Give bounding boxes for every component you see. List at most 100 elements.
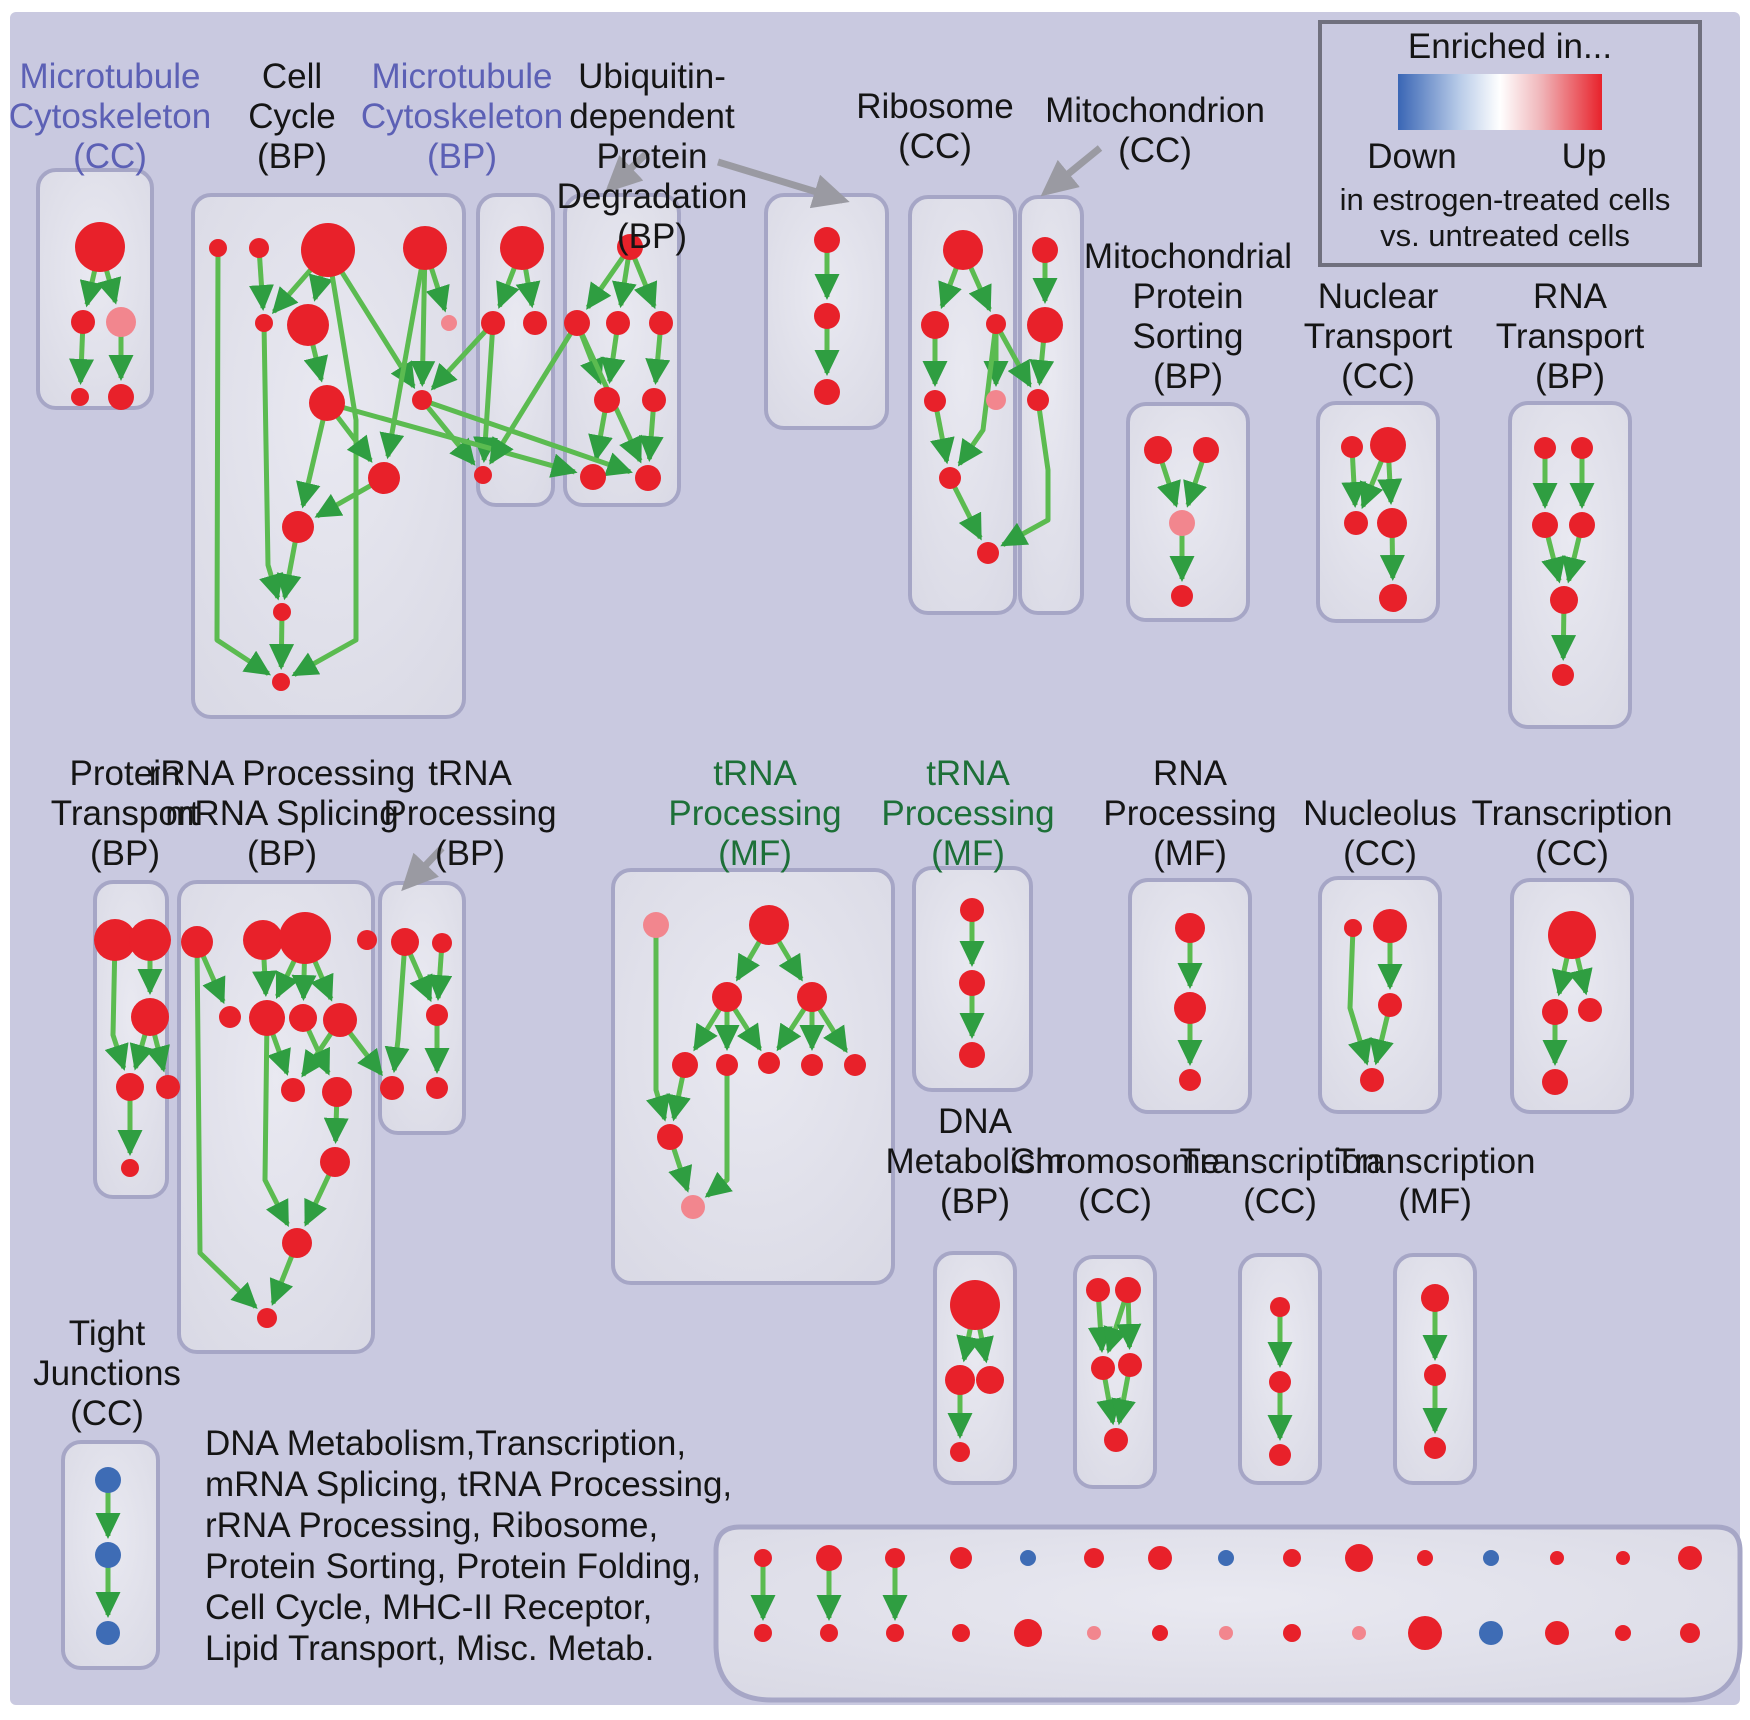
- go-term-node-transcription-cc-mid-3: [1542, 1069, 1568, 1095]
- label-trna-processing-bp-line-1: Processing: [383, 794, 556, 833]
- go-term-node-trna-processing-mf-large-4: [672, 1052, 698, 1078]
- go-term-node-cell-cycle-bp-9: [368, 462, 400, 494]
- cross-edge-4: [488, 321, 580, 465]
- label-transcription-mf-line-1: (MF): [1398, 1182, 1472, 1221]
- pointer-ubiquitin-left: [604, 149, 651, 193]
- go-term-node-rrna-processing-mrna-splicing-bp-7: [323, 1003, 357, 1037]
- go-term-node-trna-processing-mf-large-2: [712, 982, 742, 1012]
- edge-cell-cycle-bp-5: [291, 249, 359, 677]
- edge-rrna-processing-mrna-splicing-bp-1: [194, 941, 258, 1309]
- go-term-node-transcription-cc-mid-0: [1548, 911, 1596, 959]
- go-term-node-dna-metabolism-bp-2: [976, 1366, 1004, 1394]
- go-term-node-strip-bottom-14: [1680, 1623, 1700, 1643]
- legend: Enriched in... Down Up in estrogen-treated …: [1318, 20, 1702, 267]
- go-term-node-ubiquitin-degradation-bp-1-4: [594, 387, 620, 413]
- edge-cell-cycle-bp-1: [248, 247, 274, 312]
- go-term-node-strip-top-7: [1218, 1550, 1234, 1566]
- go-term-node-rrna-processing-mrna-splicing-bp-2: [279, 912, 331, 964]
- go-term-node-trna-processing-mf-large-6: [758, 1052, 780, 1074]
- go-term-node-ubiquitin-degradation-bp-2-2: [814, 379, 840, 405]
- go-term-node-cell-cycle-bp-11: [273, 603, 291, 621]
- go-term-node-trna-processing-mf-small-0: [960, 898, 984, 922]
- go-term-node-trna-processing-bp-0: [391, 928, 419, 956]
- go-term-node-strip-top-11: [1483, 1550, 1499, 1566]
- go-term-node-trna-processing-bp-4: [426, 1077, 448, 1099]
- go-term-node-strip-bottom-10: [1408, 1616, 1442, 1650]
- go-term-node-trna-processing-mf-large-7: [801, 1054, 823, 1076]
- label-trna-processing-mf-2-line-2: (MF): [931, 834, 1005, 873]
- label-mitochondrial-protein-sorting-bp-line-3: (BP): [1153, 357, 1223, 396]
- label-dna-metabolism-bp-line-2: (BP): [940, 1182, 1010, 1221]
- go-term-node-strip-bottom-5: [1087, 1626, 1101, 1640]
- go-term-node-tight-junctions-cc-2: [96, 1621, 120, 1645]
- label-protein-transport-bp-line-0: Protein: [70, 754, 181, 793]
- label-microtubule-cytoskeleton-cc-line-0: Microtubule: [20, 57, 201, 96]
- label-rrna-processing-mrna-splicing-bp-line-0: rRNA Processing: [149, 754, 415, 793]
- label-dna-metabolism-bp-line-0: DNA: [938, 1102, 1013, 1141]
- label-microtubule-cytoskeleton-bp-line-2: (BP): [427, 137, 497, 176]
- go-term-node-nucleolus-cc-0: [1344, 919, 1362, 937]
- go-term-node-trna-processing-bp-1: [432, 933, 452, 953]
- label-microtubule-cytoskeleton-cc-line-2: (CC): [73, 137, 147, 176]
- label-transcription-mf-line-0: Transcription: [1335, 1142, 1536, 1181]
- go-term-node-nuclear-transport-cc-1: [1370, 427, 1406, 463]
- pointer-mitochondrion: [1040, 145, 1103, 197]
- legend-subline-1: in estrogen-treated cells: [1340, 182, 1671, 217]
- label-tight-junctions-cc-line-1: Junctions: [33, 1354, 181, 1393]
- go-term-node-ubiquitin-degradation-bp-2-1: [814, 303, 840, 329]
- go-term-node-ribosome-cc-2: [986, 314, 1006, 334]
- go-term-node-rna-transport-bp-1: [1571, 437, 1593, 459]
- go-term-node-transcription-cc-bottom-1: [1269, 1371, 1291, 1393]
- go-term-node-transcription-cc-mid-1: [1542, 999, 1568, 1025]
- go-term-node-cell-cycle-bp-5: [287, 304, 329, 346]
- go-term-node-protein-transport-bp-4: [156, 1075, 180, 1099]
- label-transcription-cc-bottom-line-0: Transcription: [1180, 1142, 1381, 1181]
- legend-down-label: Down: [1367, 137, 1456, 176]
- label-mitochondrion-cc-line-0: Mitochondrion: [1045, 91, 1265, 130]
- go-term-node-microtubule-cytoskeleton-cc-3: [71, 388, 89, 406]
- label-mitochondrial-protein-sorting-bp-line-0: Mitochondrial: [1084, 237, 1292, 276]
- note-block-line-1: mRNA Splicing, tRNA Processing,: [205, 1465, 732, 1504]
- go-term-node-chromosome-cc-0: [1086, 1278, 1110, 1302]
- label-nucleolus-cc: Nucleolus (CC): [1303, 794, 1457, 873]
- label-ubiquitin-dependent-protein-degradation-bp-line-0: Ubiquitin-: [578, 57, 726, 96]
- edge-microtubule-cytoskeleton-bp-2: [473, 322, 499, 464]
- go-term-node-microtubule-cytoskeleton-bp-0: [500, 226, 544, 270]
- label-protein-transport-bp: Protein Transport (BP): [51, 754, 200, 873]
- go-term-node-microtubule-cytoskeleton-cc-2: [106, 307, 136, 337]
- go-term-node-rna-transport-bp-3: [1569, 512, 1595, 538]
- go-term-node-dna-metabolism-bp-0: [950, 1280, 1000, 1330]
- label-mitochondrial-protein-sorting-bp-line-2: Sorting: [1133, 317, 1244, 356]
- label-ubiquitin-dependent-protein-degradation-bp: Ubiquitin-dependent Protein Degradation (BP…: [557, 57, 748, 256]
- go-term-node-strip-bottom-11: [1479, 1621, 1503, 1645]
- label-trna-processing-mf-1-line-0: tRNA: [713, 754, 797, 793]
- label-trna-processing-bp-line-0: tRNA: [428, 754, 512, 793]
- go-term-node-cell-cycle-bp-6: [441, 315, 457, 331]
- go-term-node-strip-bottom-13: [1615, 1625, 1631, 1641]
- label-protein-transport-bp-line-2: (BP): [90, 834, 160, 873]
- note-block-line-3: Protein Sorting, Protein Folding,: [205, 1547, 701, 1586]
- go-term-node-ubiquitin-degradation-bp-1-3: [649, 311, 673, 335]
- label-ribosome-cc-line-1: (CC): [898, 127, 972, 166]
- go-term-node-rrna-processing-mrna-splicing-bp-0: [181, 926, 213, 958]
- label-rna-transport-bp: RNA Transport (BP): [1496, 277, 1645, 396]
- go-term-node-nuclear-transport-cc-3: [1377, 508, 1407, 538]
- go-term-node-strip-bottom-8: [1283, 1624, 1301, 1642]
- go-term-node-protein-transport-bp-3: [116, 1073, 144, 1101]
- go-term-node-rrna-processing-mrna-splicing-bp-10: [320, 1147, 350, 1177]
- label-transcription-cc-mid: Transcription (CC): [1472, 794, 1673, 873]
- go-term-node-microtubule-cytoskeleton-cc-1: [71, 310, 95, 334]
- edge-rrna-processing-mrna-splicing-bp-12: [262, 1017, 290, 1227]
- label-rna-processing-mf: RNA Processing (MF): [1103, 754, 1276, 873]
- label-ribosome-cc-line-0: Ribosome: [856, 87, 1014, 126]
- label-transcription-cc-bottom-line-1: (CC): [1243, 1182, 1317, 1221]
- label-rna-processing-mf-line-0: RNA: [1153, 754, 1228, 793]
- go-term-node-strip-top-13: [1616, 1551, 1630, 1565]
- label-rna-transport-bp-line-1: Transport: [1496, 317, 1645, 356]
- label-trna-processing-mf-1: tRNA Processing (MF): [668, 754, 841, 873]
- go-term-node-cell-cycle-bp-8: [412, 390, 432, 410]
- note-block-line-4: Cell Cycle, MHC-II Receptor,: [205, 1588, 652, 1627]
- edge-cell-cycle-bp-0: [214, 247, 271, 676]
- label-rrna-processing-mrna-splicing-bp-line-1: mRNA Splicing: [165, 794, 398, 833]
